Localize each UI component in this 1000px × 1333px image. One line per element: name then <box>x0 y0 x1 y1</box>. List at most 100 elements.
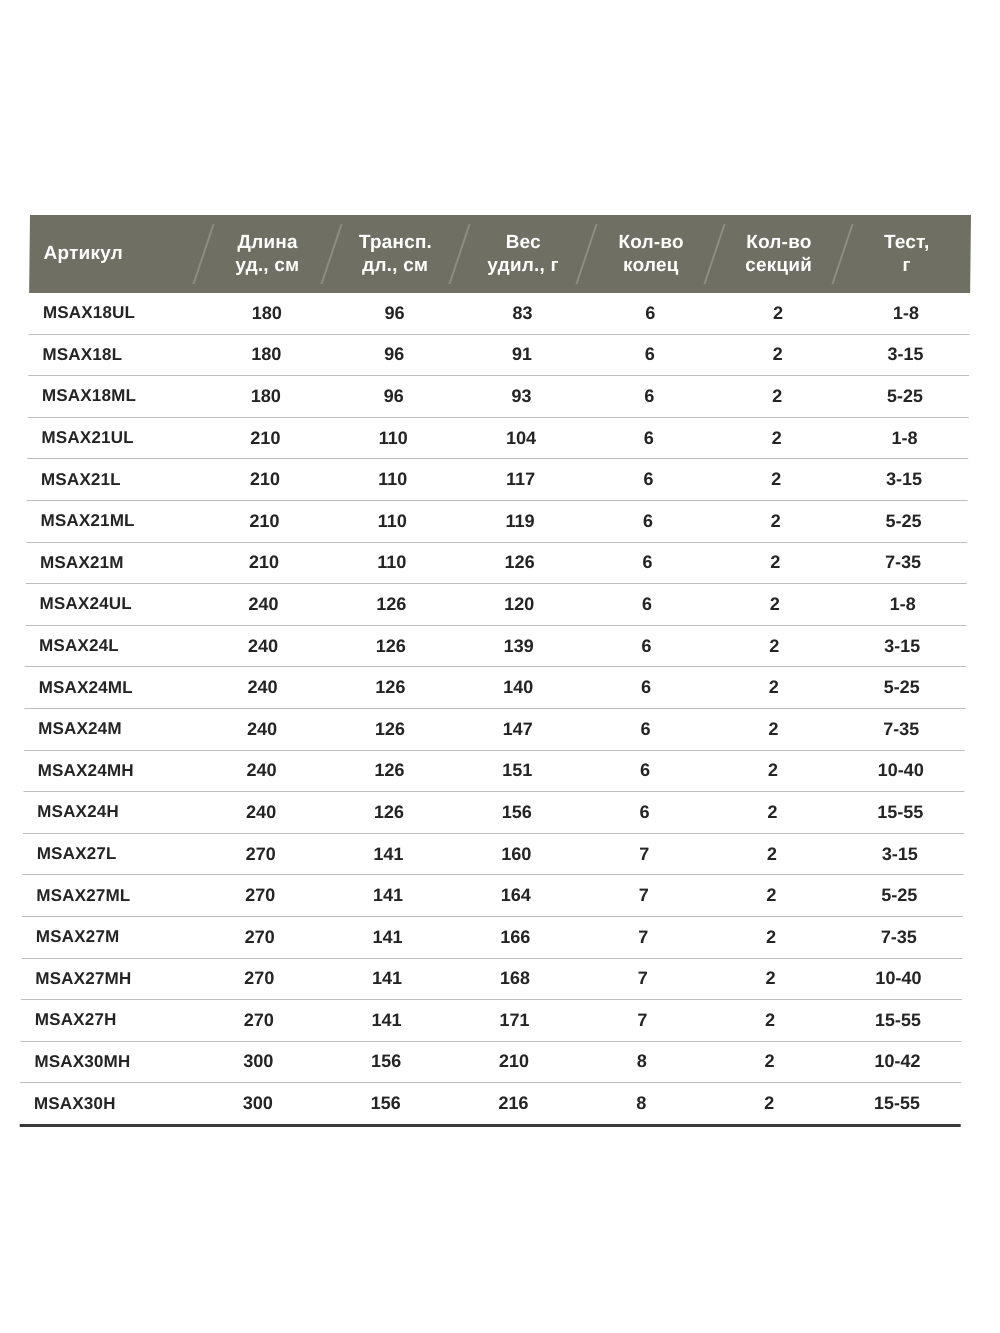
cell-value: 7 <box>639 843 650 864</box>
cell-value: 210 <box>249 510 280 531</box>
cell-article: MSAX18ML <box>41 386 137 406</box>
cell-value: 6 <box>641 593 653 614</box>
cell-value: 126 <box>504 552 535 573</box>
cell-value: 7 <box>638 926 649 947</box>
cell-value: 2 <box>766 885 777 906</box>
cell-value: 110 <box>377 510 407 531</box>
cell-value: 270 <box>244 968 275 989</box>
cell-value: 6 <box>640 677 652 698</box>
cell-value: 240 <box>247 677 278 698</box>
cell-value: 10-40 <box>877 760 924 781</box>
cell-value: 117 <box>505 469 536 490</box>
cell-value: 270 <box>245 843 276 864</box>
cell-value: 126 <box>374 718 406 739</box>
cell-value: 1-8 <box>892 302 920 323</box>
table-row: MSAX27M 270 141 166 7 2 7-35 <box>21 916 964 959</box>
cell-value: 2 <box>766 843 778 864</box>
header-cell-6: Тест, г <box>842 215 971 293</box>
table-header-row: Артикул Длина уд., см Трансп. дл., см Вес у… <box>29 215 972 293</box>
cell-value: 156 <box>370 1093 401 1114</box>
cell-value: 91 <box>511 344 533 365</box>
header-cell-3: Вес удил., г <box>459 215 588 293</box>
cell-value: 2 <box>772 385 783 406</box>
table-row: MSAX24ML 240 126 140 6 2 5-25 <box>24 667 966 709</box>
table-row: MSAX18UL 180 96 83 6 2 1-8 <box>28 293 971 335</box>
cell-value: 156 <box>371 1051 402 1072</box>
cell-value: 119 <box>505 510 535 531</box>
cell-value: 2 <box>771 469 782 490</box>
cell-article: MSAX24MH <box>37 760 134 780</box>
cell-value: 141 <box>372 926 403 947</box>
cell-value: 5-25 <box>885 510 922 531</box>
cell-article: MSAX21M <box>39 552 124 572</box>
cell-value: 6 <box>639 801 650 822</box>
header-cell-2: Трансп. дл., см <box>331 215 460 293</box>
cell-value: 3-15 <box>881 843 918 864</box>
cell-article: MSAX27L <box>36 844 117 864</box>
cell-value: 180 <box>251 302 282 323</box>
table-row: MSAX21M 210 110 126 6 2 7-35 <box>25 542 968 585</box>
cell-value: 2 <box>772 344 783 365</box>
cell-value: 126 <box>376 593 407 614</box>
cell-value: 6 <box>641 635 652 656</box>
cell-value: 141 <box>371 1009 402 1030</box>
cell-value: 3-15 <box>884 635 921 656</box>
cell-value: 7 <box>637 1009 648 1030</box>
cell-article: MSAX24L <box>39 636 120 656</box>
cell-value: 2 <box>769 593 780 614</box>
cell-value: 180 <box>250 385 281 406</box>
cell-value: 3-15 <box>885 469 923 490</box>
cell-value: 5-25 <box>886 385 924 406</box>
cell-value: 126 <box>374 760 405 781</box>
cell-value: 240 <box>247 635 279 656</box>
cell-value: 3-15 <box>887 344 924 365</box>
cell-article: MSAX27ML <box>36 885 131 905</box>
cell-value: 7-35 <box>883 718 920 739</box>
cell-value: 6 <box>643 469 654 490</box>
cell-value: 2 <box>769 635 780 656</box>
cell-value: 6 <box>643 427 654 448</box>
cell-value: 6 <box>642 510 654 531</box>
table-row: MSAX21L 210 110 117 6 2 3-15 <box>26 459 969 501</box>
cell-value: 210 <box>249 469 281 490</box>
cell-value: 210 <box>250 427 281 448</box>
cell-value: 15-55 <box>874 1009 922 1030</box>
table-body: MSAX18UL 180 96 83 6 2 1-8 MSAX18L 180 96 91 6 2 3-15… <box>19 293 971 1127</box>
cell-article: MSAX30MH <box>34 1051 131 1071</box>
cell-article: MSAX21L <box>40 469 121 489</box>
header-cell-4: Кол-во колец <box>587 215 716 293</box>
table-row: MSAX24MH 240 126 151 6 2 10-40 <box>23 750 965 793</box>
cell-article: MSAX24UL <box>39 594 132 614</box>
table-row: MSAX27ML 270 141 164 7 2 5-25 <box>22 875 964 917</box>
cell-value: 6 <box>640 718 651 739</box>
cell-value: 240 <box>248 593 279 614</box>
cell-article: MSAX18UL <box>42 303 136 323</box>
cell-value: 2 <box>768 677 779 698</box>
cell-value: 141 <box>372 885 404 906</box>
cell-value: 7-35 <box>884 552 922 573</box>
cell-value: 15-55 <box>877 801 924 822</box>
cell-value: 139 <box>503 635 534 656</box>
cell-value: 110 <box>378 427 408 448</box>
cell-value: 8 <box>636 1093 647 1114</box>
cell-value: 210 <box>248 552 280 573</box>
cell-value: 180 <box>251 344 282 365</box>
cell-value: 2 <box>767 801 778 822</box>
cell-value: 126 <box>375 635 406 656</box>
cell-value: 126 <box>375 677 406 698</box>
table-row: MSAX24L 240 126 139 6 2 3-15 <box>24 625 967 668</box>
table-row: MSAX27H 270 141 171 7 2 15-55 <box>20 1000 963 1042</box>
cell-value: 10-42 <box>874 1051 921 1072</box>
cell-value: 160 <box>501 843 532 864</box>
cell-value: 210 <box>498 1051 530 1072</box>
cell-value: 141 <box>371 968 403 989</box>
cell-value: 1-8 <box>889 593 916 614</box>
cell-value: 2 <box>772 302 784 323</box>
cell-value: 96 <box>383 385 404 406</box>
cell-value: 300 <box>242 1093 273 1114</box>
table-row: MSAX24H 240 126 156 6 2 15-55 <box>22 792 965 834</box>
table-row: MSAX24UL 240 126 120 6 2 1-8 <box>25 584 967 626</box>
cell-article: MSAX18L <box>42 344 123 364</box>
cell-value: 216 <box>498 1093 529 1114</box>
